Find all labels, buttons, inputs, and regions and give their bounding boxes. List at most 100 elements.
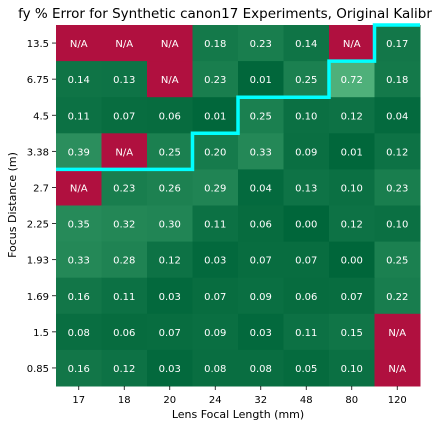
heatmap-cell — [101, 205, 148, 243]
x-tick-label: 32 — [254, 395, 267, 406]
heatmap-cell — [56, 277, 102, 315]
heatmap-cell — [147, 169, 193, 206]
heatmap-cell — [374, 97, 421, 134]
heatmap-cell — [192, 25, 239, 62]
cell-value-label: 0.12 — [386, 147, 408, 158]
cell-value-label: 0.06 — [159, 111, 181, 122]
cell-value-label: 0.09 — [295, 147, 317, 158]
cell-value-label: 0.23 — [113, 183, 135, 194]
x-tick-label: 48 — [300, 395, 313, 406]
heatmap-cell — [238, 277, 284, 315]
cell-value-label: 0.03 — [250, 328, 272, 339]
heatmap-cell — [101, 313, 148, 351]
cell-value-label: 0.03 — [204, 256, 226, 267]
heatmap-cell — [283, 241, 330, 279]
heatmap-cell — [329, 25, 375, 62]
cell-value-label: 0.08 — [68, 328, 90, 339]
heatmap-cell — [56, 241, 102, 279]
heatmap-cell — [192, 277, 239, 315]
cell-value-label: 0.11 — [295, 328, 317, 339]
cell-value-label: 0.10 — [341, 183, 363, 194]
cell-value-label: 0.18 — [204, 39, 226, 50]
heatmap-cell — [147, 25, 193, 62]
heatmap-cells — [56, 25, 421, 387]
cell-value-label: 0.12 — [113, 364, 135, 375]
cell-value-label: 0.23 — [204, 75, 226, 86]
heatmap-cell — [283, 61, 330, 98]
cell-value-label: 0.03 — [159, 364, 181, 375]
heatmap-cell — [56, 133, 102, 170]
cell-value-label: 0.09 — [250, 292, 272, 303]
cell-value-label: 0.25 — [295, 75, 317, 86]
heatmap-cell — [56, 313, 102, 351]
heatmap-cell — [238, 349, 284, 387]
y-tick-label: 2.7 — [33, 183, 49, 194]
cell-value-label: 0.39 — [68, 147, 90, 158]
cell-value-label: 0.11 — [204, 220, 226, 231]
heatmap-cell — [329, 133, 375, 170]
y-tick-label: 4.5 — [33, 111, 49, 122]
heatmap-cell — [238, 61, 284, 98]
y-axis-label: Focus Distance (m) — [6, 152, 19, 258]
heatmap-cell — [101, 97, 148, 134]
cell-value-label: 0.14 — [68, 75, 90, 86]
cell-value-label: 0.32 — [113, 220, 135, 231]
heatmap-cell — [329, 61, 375, 98]
y-tick-label: 13.5 — [27, 39, 49, 50]
cell-value-label: 0.07 — [113, 111, 135, 122]
heatmap-cell — [283, 25, 330, 62]
x-axis-label: Lens Focal Length (mm) — [172, 408, 304, 421]
cell-value-label: 0.25 — [386, 256, 408, 267]
heatmap-cell — [283, 133, 330, 170]
heatmap-cell — [56, 169, 102, 206]
x-axis-ticks: 17 18 20 24 32 48 80 120 — [72, 386, 407, 406]
cell-value-label: 0.04 — [250, 183, 272, 194]
heatmap-cell — [374, 205, 421, 243]
cell-value-label: 0.00 — [295, 220, 317, 231]
heatmap-cell — [374, 61, 421, 98]
heatmap-cell — [374, 241, 421, 279]
cell-value-label: 0.14 — [295, 39, 317, 50]
cell-value-label: 0.03 — [159, 292, 181, 303]
cell-value-label: 0.17 — [386, 39, 408, 50]
cell-value-label: 0.12 — [159, 256, 181, 267]
cell-value-label: 0.09 — [204, 328, 226, 339]
heatmap-cell — [101, 133, 148, 170]
cell-value-label: 0.07 — [159, 328, 181, 339]
cell-value-label: 0.06 — [250, 220, 272, 231]
cell-value-label: 0.13 — [113, 75, 135, 86]
heatmap-cell — [283, 349, 330, 387]
cell-value-label: 0.23 — [386, 183, 408, 194]
cell-value-label: 0.18 — [386, 75, 408, 86]
heatmap-cell — [147, 349, 193, 387]
heatmap-cell — [192, 133, 239, 170]
heatmap-cell — [374, 313, 421, 351]
heatmap-cell — [147, 61, 193, 98]
y-tick-label: 1.69 — [27, 292, 49, 303]
heatmap-cell — [101, 61, 148, 98]
heatmap-cell — [192, 205, 239, 243]
cell-value-label: 0.26 — [159, 183, 181, 194]
cell-value-label: 0.00 — [341, 256, 363, 267]
heatmap-cell — [238, 169, 284, 206]
cell-value-label: 0.10 — [295, 111, 317, 122]
cell-value-label: 0.06 — [295, 292, 317, 303]
y-tick-label: 6.75 — [27, 75, 49, 86]
heatmap-cell — [147, 241, 193, 279]
cell-value-label: 0.11 — [68, 111, 90, 122]
heatmap-cell — [56, 349, 102, 387]
cell-value-label: 0.30 — [159, 220, 181, 231]
cell-value-label: 0.13 — [295, 183, 317, 194]
cell-value-label: 0.23 — [250, 39, 272, 50]
heatmap-cell — [374, 169, 421, 206]
cell-value-label: 0.08 — [250, 364, 272, 375]
heatmap-cell — [192, 97, 239, 134]
heatmap-cell — [329, 241, 375, 279]
cell-value-label: 0.22 — [386, 292, 408, 303]
cell-value-label: 0.16 — [68, 292, 90, 303]
heatmap-cell — [101, 241, 148, 279]
x-tick-label: 80 — [345, 395, 358, 406]
heatmap-cell — [283, 277, 330, 315]
heatmap-cell — [101, 349, 148, 387]
cell-value-label: 0.04 — [386, 111, 408, 122]
